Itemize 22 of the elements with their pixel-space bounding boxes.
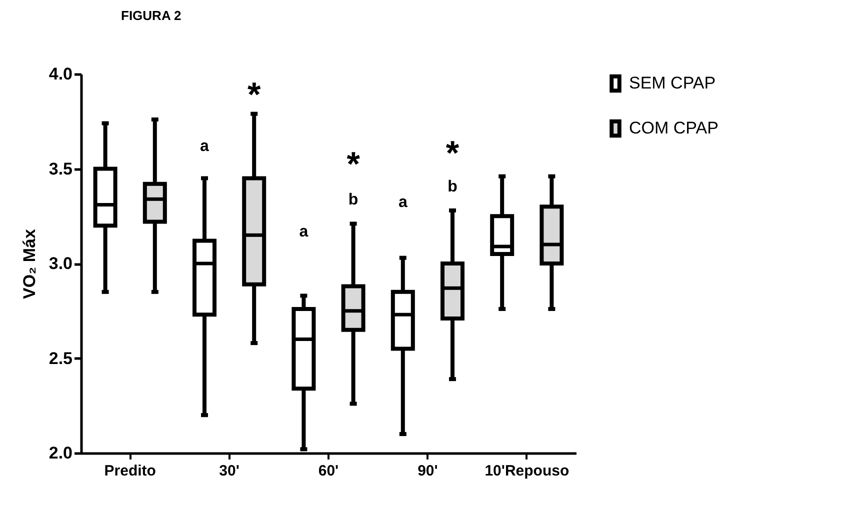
annotation: b — [448, 178, 458, 196]
x-tick-label: 10'Repouso — [484, 462, 570, 480]
legend-label: COM CPAP — [629, 118, 718, 138]
y-tick-label: 2.0 — [48, 444, 72, 462]
x-tick-label: 60' — [318, 462, 339, 480]
annotation: a — [200, 138, 210, 156]
x-tick-label: 30' — [219, 462, 240, 480]
chart-title: FIGURA 2 — [121, 8, 182, 23]
y-tick-label: 3.5 — [48, 159, 72, 178]
y-axis-title: VO₂ Máx — [20, 228, 39, 299]
annotation: * — [247, 76, 262, 114]
annotation: * — [446, 134, 460, 172]
y-tick-label: 3.0 — [48, 254, 72, 273]
y-tick-label: 4.0 — [48, 64, 72, 84]
x-tick-label: Predito — [104, 462, 156, 480]
annotation: a — [299, 224, 308, 241]
y-tick-label: 2.5 — [48, 348, 72, 368]
annotation: * — [346, 146, 361, 184]
x-tick-label: 90' — [418, 462, 438, 480]
legend-label: SEM CPAP — [629, 74, 716, 92]
annotation: b — [348, 192, 358, 209]
annotation: a — [398, 194, 408, 211]
